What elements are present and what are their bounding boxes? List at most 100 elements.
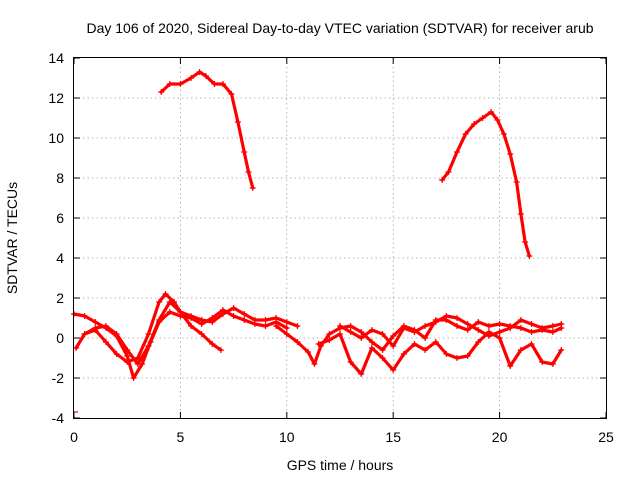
x-tick-label: 15 [385, 429, 401, 445]
data-point [124, 353, 131, 359]
data-point [475, 319, 482, 325]
data-point [283, 325, 290, 331]
series-sat-h [337, 313, 565, 349]
y-tick-label: 2 [56, 290, 64, 306]
data-point [198, 331, 205, 337]
data-point [273, 323, 280, 329]
axis-ticks: 0 5 10 15 20 25 -4 -2 0 2 4 6 8 10 12 14 [48, 50, 614, 445]
data-point [156, 299, 163, 305]
data-point [262, 317, 269, 323]
data-point [315, 341, 322, 347]
y-tick-label: 12 [48, 90, 64, 106]
data-point [209, 319, 216, 325]
data-point [102, 323, 109, 329]
data-point [454, 323, 461, 329]
y-tick-label: 6 [56, 210, 64, 226]
x-tick-label: 25 [598, 429, 614, 445]
data-point [528, 321, 535, 327]
data-point [528, 341, 535, 347]
data-point [539, 359, 546, 365]
x-tick-label: 10 [279, 429, 295, 445]
data-point [517, 317, 524, 323]
data-point [485, 323, 492, 329]
data-point [294, 323, 301, 329]
data-point [177, 81, 184, 87]
data-point [158, 89, 165, 95]
data-point [485, 333, 492, 339]
data-point [196, 69, 203, 75]
data-point [134, 361, 141, 367]
data-point [145, 343, 152, 349]
data-point [454, 355, 461, 361]
data-point [422, 323, 429, 329]
series-line [338, 314, 563, 348]
data-point [443, 313, 450, 319]
data-point [273, 315, 280, 321]
data-point [188, 75, 195, 81]
data-point [156, 317, 163, 323]
data-point [507, 325, 514, 331]
data-point [496, 321, 503, 327]
data-point [522, 239, 529, 245]
data-point [337, 323, 343, 329]
data-point [211, 81, 218, 87]
data-point [326, 331, 333, 337]
data-point [234, 119, 241, 125]
data-point [454, 149, 461, 155]
data-point [249, 185, 256, 191]
data-point [102, 339, 109, 345]
data-point [462, 131, 469, 137]
data-point [379, 355, 386, 361]
series-line [82, 300, 223, 366]
data-point [241, 317, 248, 323]
data-point [400, 351, 407, 357]
series-line [440, 110, 532, 258]
data-point [558, 321, 565, 327]
data-point [539, 325, 546, 331]
y-axis-label: SDTVAR / TECUs [4, 182, 20, 294]
data-point [347, 329, 354, 335]
data-point [411, 329, 418, 335]
series-sat-f [273, 317, 565, 367]
series-sat-b [439, 109, 533, 259]
data-point [400, 325, 407, 331]
data-point [517, 211, 524, 217]
data-point [228, 91, 235, 97]
x-tick-label: 0 [70, 429, 78, 445]
y-tick-label: 14 [48, 50, 64, 66]
data-point [188, 323, 195, 329]
series-line [72, 308, 289, 380]
data-point [209, 341, 216, 347]
data-point [439, 177, 446, 183]
data-point [558, 347, 565, 353]
data-point [549, 361, 556, 367]
data-point [230, 313, 237, 319]
data-point [432, 339, 439, 345]
data-point [347, 359, 354, 365]
data-point [432, 319, 439, 325]
data-point [251, 317, 258, 323]
data-point [73, 345, 80, 351]
data-point [145, 331, 152, 337]
data-point [379, 331, 386, 337]
series-sat-g [315, 329, 565, 377]
data-point [488, 109, 495, 115]
data-point [390, 333, 397, 339]
data-point [526, 253, 533, 259]
data-point [549, 323, 556, 329]
data-point [411, 341, 418, 347]
data-point [283, 319, 290, 325]
data-point [507, 363, 514, 369]
data-point [162, 291, 169, 297]
data-point [358, 371, 365, 377]
y-tick-label: 8 [56, 170, 64, 186]
x-axis-label: GPS time / hours [287, 457, 394, 473]
data-point [368, 339, 375, 345]
data-point [337, 331, 343, 337]
y-tick-label: -2 [52, 370, 65, 386]
data-point [475, 327, 482, 333]
plot-frame [73, 57, 607, 419]
data-point [496, 335, 503, 341]
data-point [464, 353, 471, 359]
data-point [454, 315, 461, 321]
